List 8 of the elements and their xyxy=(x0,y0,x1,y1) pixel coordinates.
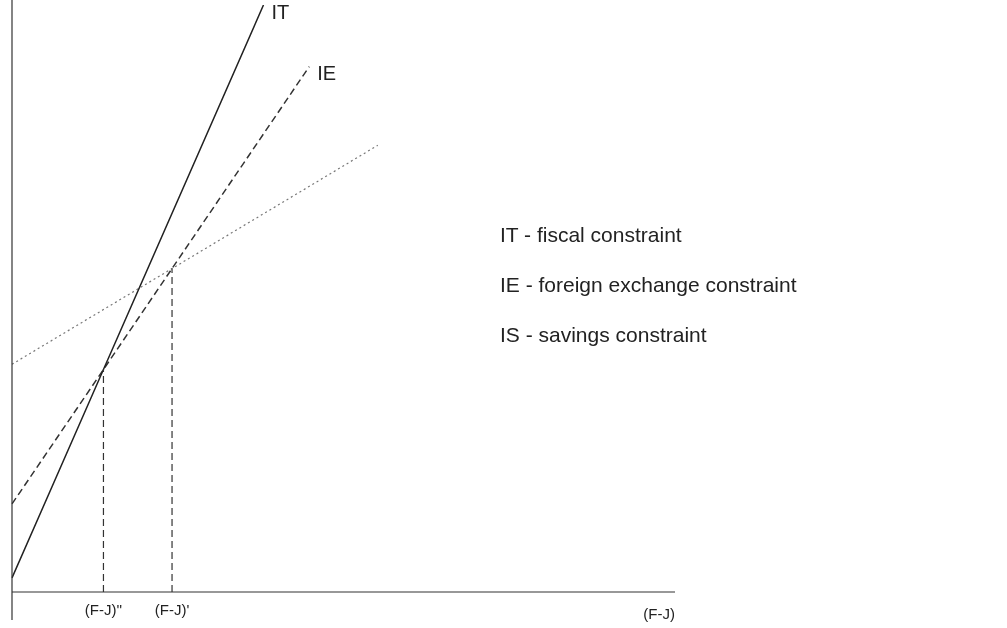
annotation: IT - fiscal constraint xyxy=(500,222,682,246)
series-label: IT xyxy=(271,0,290,23)
annotation: IE - foreign exchange constraint xyxy=(500,272,797,296)
annotation: IS - savings constraint xyxy=(500,322,707,346)
series-label: IE xyxy=(317,62,337,85)
x-tick-label: (F-J)'' xyxy=(84,601,123,619)
x-tick-label: (F-J)' xyxy=(154,601,190,619)
x-axis-title: (F-J) xyxy=(643,605,675,623)
